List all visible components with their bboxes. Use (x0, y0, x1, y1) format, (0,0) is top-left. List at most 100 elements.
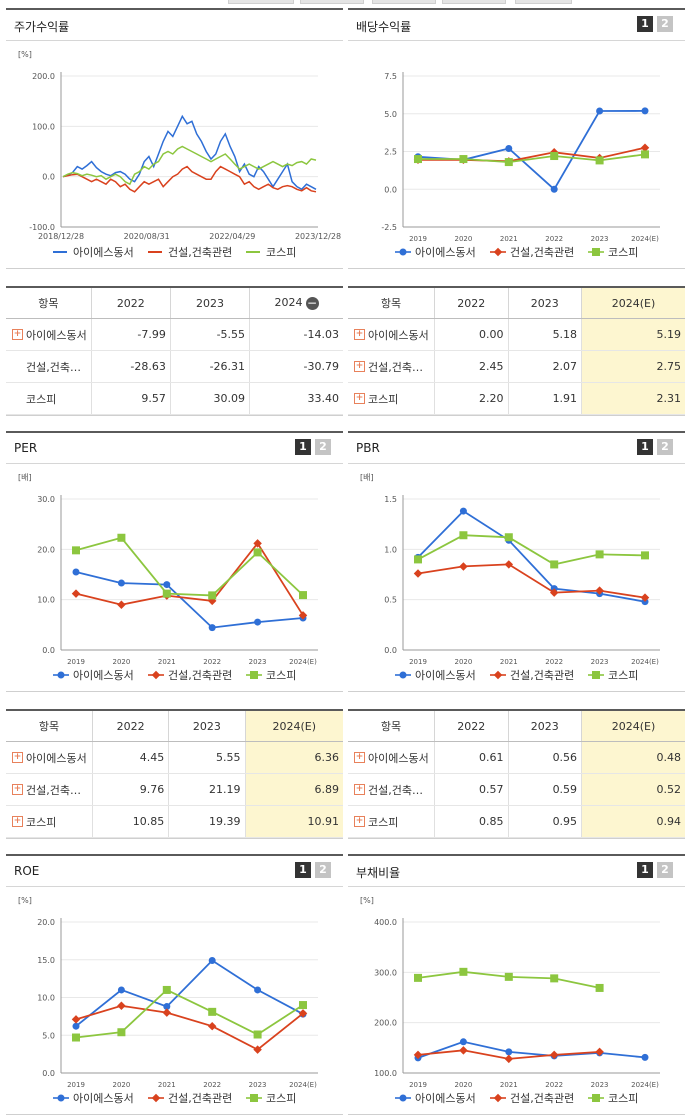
data-point (414, 155, 422, 164)
data-point (459, 1038, 467, 1046)
data-point (641, 1053, 649, 1061)
row-label[interactable]: + 코스피 (6, 805, 93, 838)
row-label[interactable]: + 코스피 (348, 805, 435, 838)
x-tick-label: 2024(E) (631, 658, 659, 666)
y-tick-label: 2.5 (384, 148, 397, 157)
cell: 0.57 (434, 773, 509, 806)
row-label[interactable]: + 건설,건축관련 (6, 773, 93, 806)
y-tick-label: 0.0 (42, 173, 55, 182)
cell: 2.20 (434, 382, 509, 415)
cell: 10.85 (92, 805, 170, 838)
top-tab-1[interactable] (228, 0, 294, 4)
page-2-button[interactable]: 2 (657, 439, 673, 455)
cell: 5.18 (508, 318, 583, 351)
col-header-2024e: 2024(E) (581, 711, 685, 742)
cell: 33.40 (249, 382, 343, 415)
row-label[interactable]: + 건설,건축관련 (348, 350, 435, 383)
row-label[interactable]: + 아이에스동서 (6, 318, 92, 351)
page-1-button[interactable]: 1 (637, 862, 653, 878)
data-point (413, 569, 423, 578)
legend-label: 건설,건축관련 (168, 669, 232, 682)
page-2-button[interactable]: 2 (657, 16, 673, 32)
y-tick-label: 0.0 (384, 185, 397, 194)
pbr-table: 항목 2022 2023 2024(E) + 아이에스동서 0.61 0.56 0… (348, 711, 685, 838)
x-tick-label: 2022 (545, 1081, 563, 1089)
expand-icon[interactable]: + (354, 752, 365, 763)
legend-marker (399, 1094, 407, 1102)
legend: 아이에스동서 건설,건축관련 코스피 (53, 246, 296, 259)
row-label[interactable]: + 아이에스동서 (6, 741, 93, 774)
data-point (505, 1048, 513, 1056)
series-line-1 (417, 110, 646, 191)
col-header-2024e: 2024(E) (245, 711, 343, 742)
unit-label: [%] (18, 896, 32, 905)
expand-icon[interactable]: + (354, 393, 365, 404)
legend: 아이에스동서 건설,건축관련 코스피 (395, 669, 638, 682)
data-point (505, 144, 513, 152)
stock-return-header: 주가수익률 (6, 10, 343, 41)
expand-icon[interactable]: + (354, 816, 365, 827)
expand-icon[interactable]: + (354, 361, 365, 372)
row-label[interactable]: + 아이에스동서 (348, 741, 435, 774)
x-tick-label: 2020 (454, 1081, 472, 1089)
row-label[interactable]: + 아이에스동서 (348, 318, 435, 351)
cell: -14.03 (249, 318, 343, 351)
expand-icon[interactable]: + (12, 329, 23, 340)
cell: 2.31 (581, 382, 685, 415)
page-1-button[interactable]: 1 (637, 439, 653, 455)
x-tick-label: 2023 (249, 1081, 267, 1089)
y-tick-label: 200.0 (374, 1019, 397, 1028)
page-2-button[interactable]: 2 (657, 862, 673, 878)
expand-icon[interactable]: + (12, 816, 23, 827)
expand-icon[interactable]: + (354, 329, 365, 340)
x-tick-label: 2019 (67, 658, 85, 666)
col-header-2023: 2023 (168, 711, 246, 742)
y-tick-label: 100.0 (32, 122, 55, 131)
y-tick-label: 5.0 (384, 110, 397, 119)
data-point (550, 152, 559, 161)
row-label-text: 건설,건축관련 (26, 360, 86, 374)
page-2-button[interactable]: 2 (315, 439, 331, 455)
row-label-text: 건설,건축관련 (26, 783, 88, 797)
row-label[interactable]: + 건설,건축관련 (348, 773, 435, 806)
data-point (163, 1003, 171, 1011)
top-tab-4[interactable] (442, 0, 506, 4)
data-point (459, 155, 468, 164)
legend-marker (592, 1094, 600, 1102)
expand-icon[interactable]: + (354, 784, 365, 795)
data-point (208, 624, 216, 632)
data-point (208, 591, 217, 600)
debt-header: 부채비율 1 2 (348, 856, 685, 887)
row-label[interactable]: + 코스피 (348, 382, 435, 415)
series-line-2 (75, 1004, 304, 1051)
top-tab-2[interactable] (300, 0, 364, 4)
stock-return-table-wrap: 항목 2022 2023 2024− + 아이에스동서 -7.99 -5.55 -… (6, 286, 343, 416)
y-tick-label: 10.0 (37, 994, 55, 1003)
data-point (414, 555, 422, 564)
data-point (72, 1033, 80, 1042)
collapse-icon[interactable]: − (305, 295, 319, 310)
y-tick-label: 0.5 (384, 596, 397, 605)
stock-return-title: 주가수익률 (14, 20, 70, 34)
legend-label: 코스피 (266, 669, 296, 682)
debt-chart: [%] 400.0 300.0 200.0 100.0 2019 2020 2021 2022 2… (360, 896, 660, 1105)
data-point (253, 539, 262, 548)
top-tab-5[interactable] (515, 0, 572, 4)
top-tab-3[interactable] (372, 0, 436, 4)
x-tick-label: 2020 (112, 1081, 130, 1089)
expand-icon[interactable]: + (12, 784, 23, 795)
data-point (595, 1047, 604, 1057)
pbr-table-wrap: 항목 2022 2023 2024(E) + 아이에스동서 0.61 0.56 0… (348, 709, 685, 839)
page-1-button[interactable]: 1 (295, 862, 311, 878)
page-1-button[interactable]: 1 (295, 439, 311, 455)
debt-title: 부채비율 (356, 866, 401, 880)
expand-icon[interactable]: + (12, 752, 23, 763)
x-tick-label: 2021 (500, 658, 518, 666)
cell: 5.55 (168, 741, 246, 774)
row-label-text: 건설,건축관련 (368, 360, 430, 374)
page-2-button[interactable]: 2 (315, 862, 331, 878)
roe-panel: ROE 1 2 [%] 20.0 15.0 10.0 5.0 0.0 2019 2020 202… (6, 854, 343, 1115)
page-1-button[interactable]: 1 (637, 16, 653, 32)
x-tick-label: 2024(E) (289, 658, 317, 666)
table-row: + 건설,건축관련 9.76 21.19 6.89 (6, 773, 343, 806)
